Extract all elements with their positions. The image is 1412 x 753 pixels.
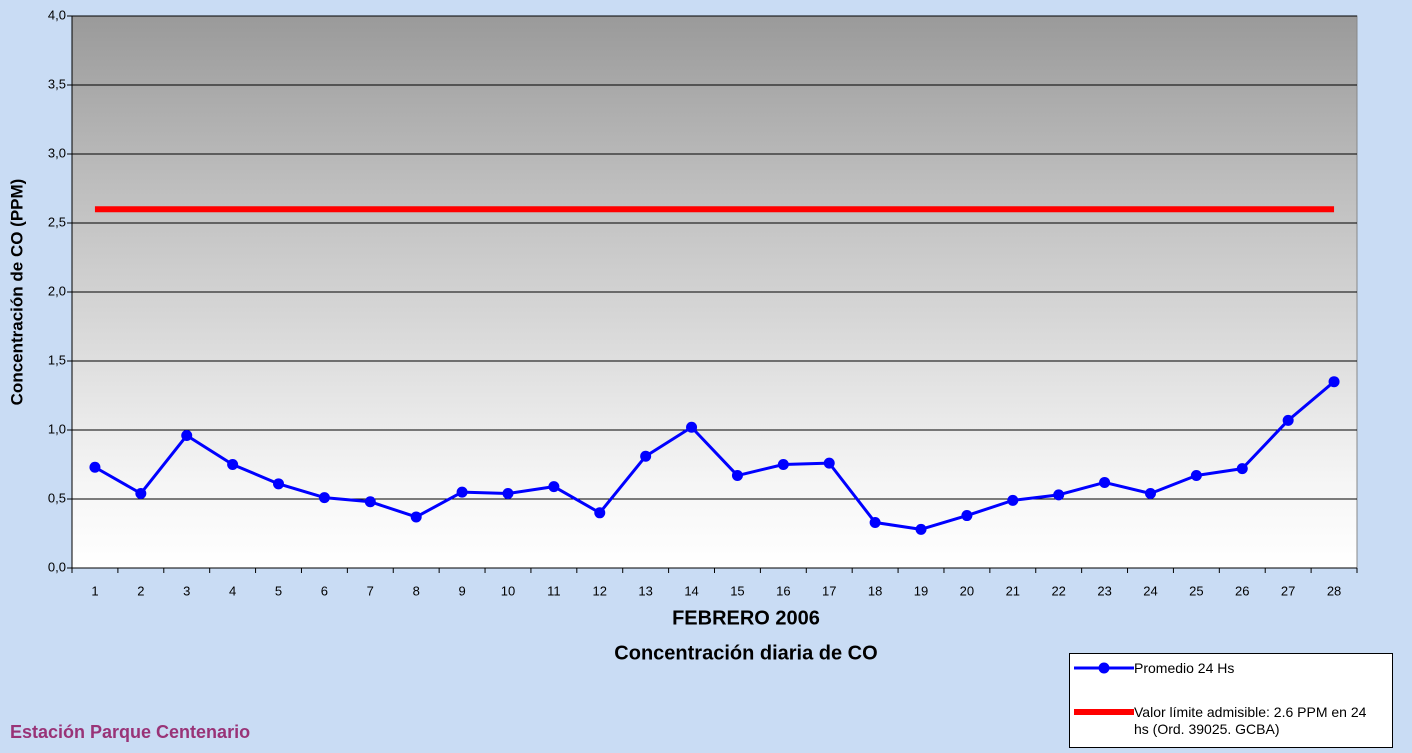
x-tick-label: 12 xyxy=(593,583,607,598)
y-tick-label: 2,0 xyxy=(48,283,66,298)
x-tick-label: 22 xyxy=(1051,583,1065,598)
marker xyxy=(548,481,559,492)
x-tick-label: 2 xyxy=(137,583,144,598)
y-axis-title: Concentración de CO (PPM) xyxy=(7,179,26,406)
y-tick-label: 4,0 xyxy=(48,7,66,22)
x-tick-label: 14 xyxy=(684,583,698,598)
x-tick-label: 9 xyxy=(458,583,465,598)
marker xyxy=(824,458,835,469)
y-tick-label: 0,0 xyxy=(48,559,66,574)
x-tick-label: 19 xyxy=(914,583,928,598)
chart-title: Concentración diaria de CO xyxy=(614,642,877,664)
x-axis-title: FEBRERO 2006 xyxy=(672,607,820,629)
x-tick-label: 3 xyxy=(183,583,190,598)
marker xyxy=(961,510,972,521)
legend: Promedio 24 Hs Valor límite admisible: 2.… xyxy=(1069,653,1393,748)
page: {"chart_data": {"type": "line", "title":… xyxy=(0,0,1412,753)
x-tick-label: 7 xyxy=(367,583,374,598)
station-name: Estación Parque Centenario xyxy=(10,722,250,743)
marker xyxy=(1191,470,1202,481)
x-tick-label: 26 xyxy=(1235,583,1249,598)
marker xyxy=(319,492,330,503)
marker xyxy=(1053,489,1064,500)
x-tick-label: 21 xyxy=(1006,583,1020,598)
x-tick-label: 20 xyxy=(960,583,974,598)
marker xyxy=(778,459,789,470)
marker xyxy=(640,451,651,462)
marker xyxy=(181,430,192,441)
marker xyxy=(411,511,422,522)
x-tick-label: 24 xyxy=(1143,583,1157,598)
x-tick-label: 16 xyxy=(776,583,790,598)
y-tick-label: 0,5 xyxy=(48,490,66,505)
x-tick-label: 15 xyxy=(730,583,744,598)
y-tick-label: 3,0 xyxy=(48,145,66,160)
marker xyxy=(457,487,468,498)
legend-label: Valor límite admisible: 2.6 PPM en 24 hs… xyxy=(1134,704,1384,738)
legend-label: Promedio 24 Hs xyxy=(1134,660,1384,677)
y-tick-label: 3,5 xyxy=(48,76,66,91)
x-tick-label: 13 xyxy=(638,583,652,598)
marker xyxy=(1145,488,1156,499)
marker xyxy=(1237,463,1248,474)
y-tick-label: 1,5 xyxy=(48,352,66,367)
marker xyxy=(502,488,513,499)
x-tick-label: 28 xyxy=(1327,583,1341,598)
x-tick-label: 17 xyxy=(822,583,836,598)
x-tick-label: 8 xyxy=(413,583,420,598)
chart: Concentración de CO (PPM) FEBRERO 2006 C… xyxy=(0,0,1412,753)
marker xyxy=(89,462,100,473)
legend-entry: Promedio 24 Hs xyxy=(1074,660,1384,677)
x-tick-label: 4 xyxy=(229,583,236,598)
marker xyxy=(916,524,927,535)
marker xyxy=(227,459,238,470)
marker xyxy=(594,507,605,518)
marker xyxy=(1007,495,1018,506)
marker xyxy=(135,488,146,499)
marker xyxy=(686,422,697,433)
legend-swatch xyxy=(1074,660,1134,676)
legend-marker xyxy=(1099,663,1110,674)
x-tick-label: 18 xyxy=(868,583,882,598)
x-tick-label: 25 xyxy=(1189,583,1203,598)
x-tick-label: 11 xyxy=(547,583,561,598)
marker xyxy=(1099,477,1110,488)
marker xyxy=(1329,376,1340,387)
x-tick-label: 10 xyxy=(501,583,515,598)
x-tick-label: 23 xyxy=(1097,583,1111,598)
marker xyxy=(732,470,743,481)
marker xyxy=(870,517,881,528)
x-tick-label: 6 xyxy=(321,583,328,598)
x-tick-label: 5 xyxy=(275,583,282,598)
y-tick-label: 1,0 xyxy=(48,421,66,436)
marker xyxy=(365,496,376,507)
y-tick-label: 2,5 xyxy=(48,214,66,229)
legend-entry: Valor límite admisible: 2.6 PPM en 24 hs… xyxy=(1074,704,1384,738)
marker xyxy=(1283,415,1294,426)
legend-swatch xyxy=(1074,704,1134,720)
marker xyxy=(273,478,284,489)
x-tick-label: 27 xyxy=(1281,583,1295,598)
x-tick-label: 1 xyxy=(91,583,98,598)
